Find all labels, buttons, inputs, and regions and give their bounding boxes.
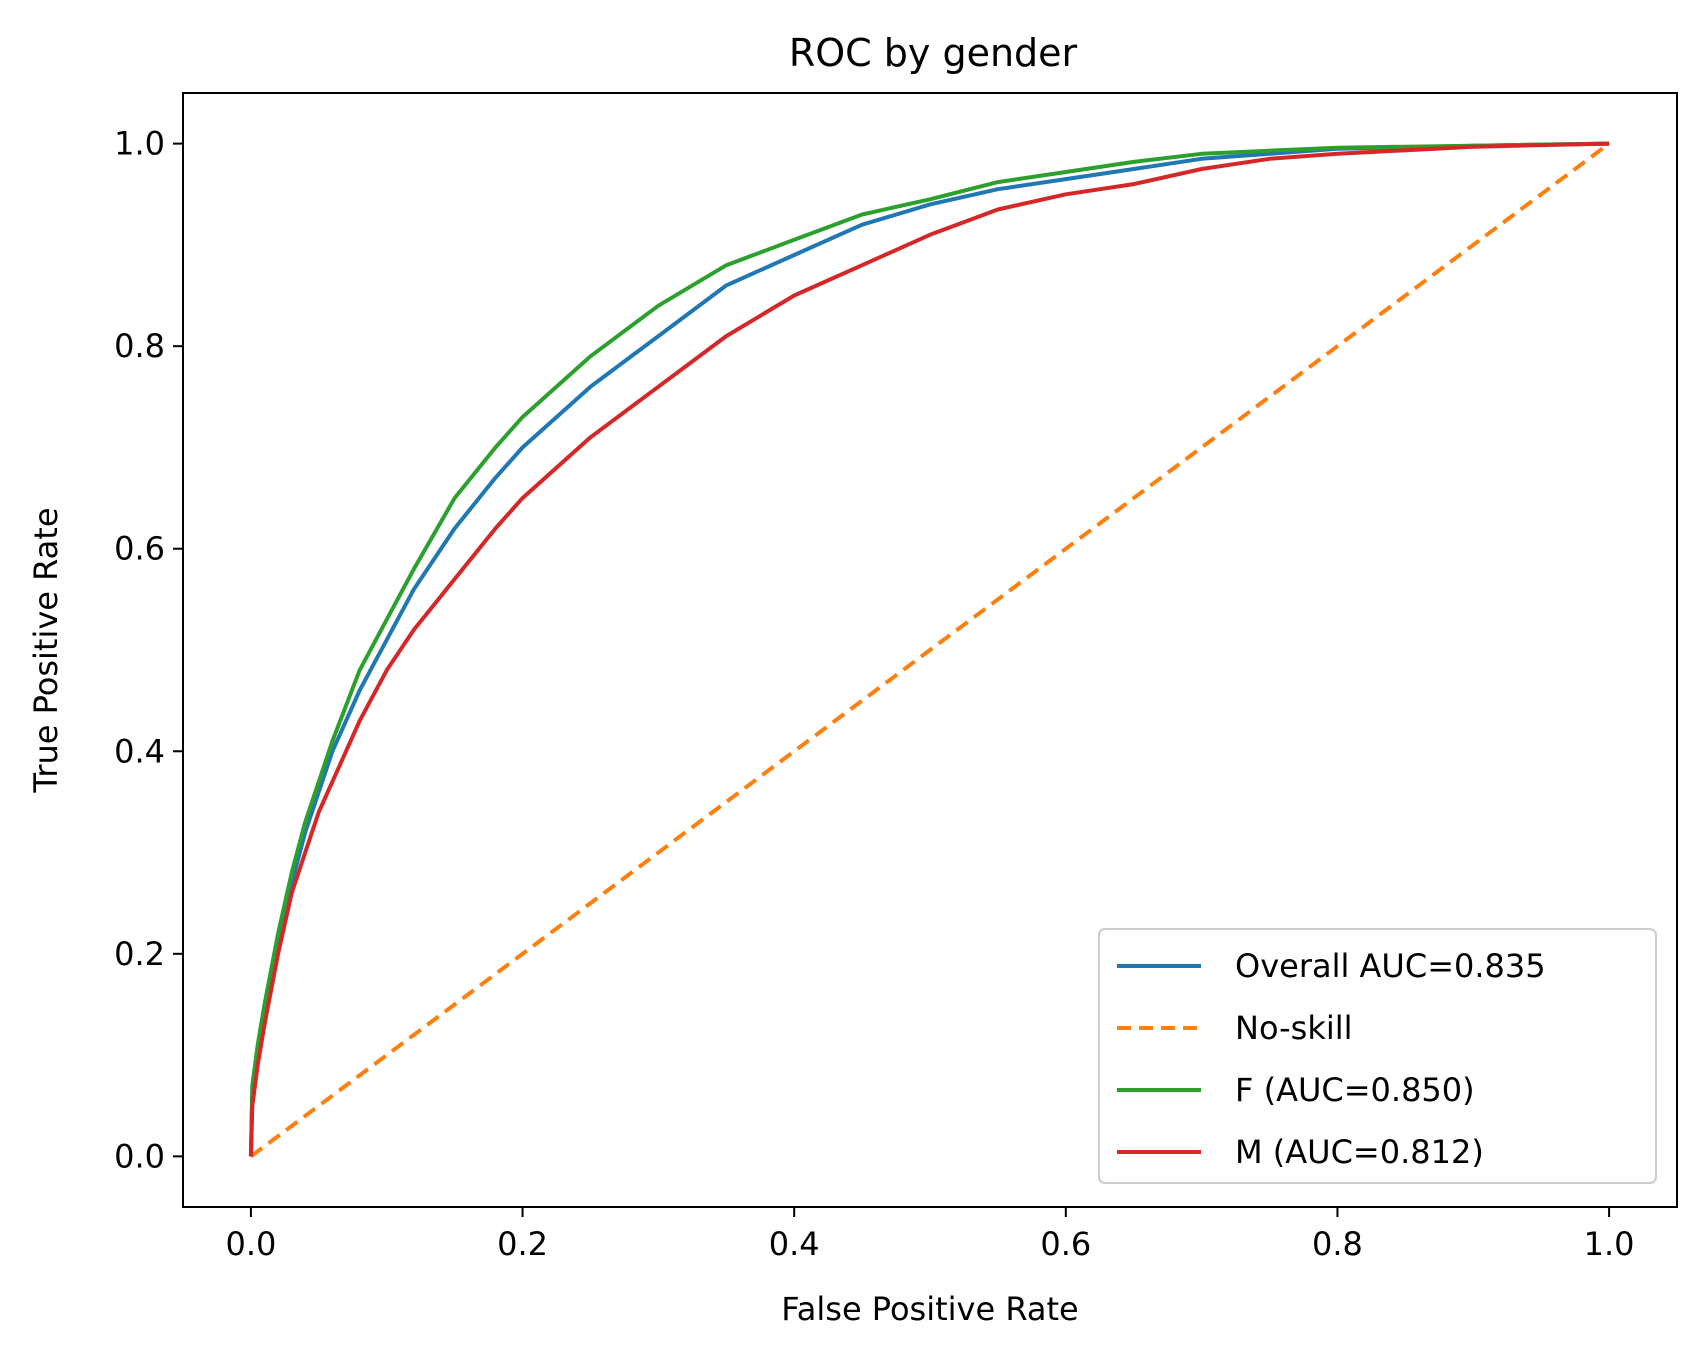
- legend-label: F (AUC=0.850): [1235, 1071, 1475, 1109]
- y-tick-label: 0.2: [114, 935, 165, 973]
- series-line-2: [248, 141, 1610, 1157]
- legend: Overall AUC=0.835 No-skill F (AUC=0.850) M …: [1098, 928, 1657, 1184]
- y-tick-label: 0.6: [114, 530, 165, 568]
- x-tick-label: 1.0: [1584, 1225, 1635, 1263]
- y-tick-label: 0.0: [114, 1137, 165, 1175]
- y-tick-label: 0.8: [114, 327, 165, 365]
- legend-label: No-skill: [1235, 1009, 1353, 1047]
- y-tick-label: 1.0: [114, 125, 165, 163]
- series-layer: [248, 141, 1611, 1159]
- x-tick-label: 0.8: [1312, 1225, 1363, 1263]
- x-tick-label: 0.6: [1040, 1225, 1091, 1263]
- series-line-0: [248, 141, 1610, 1157]
- series-line-1: [249, 141, 1611, 1159]
- chart-title: ROC by gender: [789, 31, 1078, 75]
- y-axis-label: True Positive Rate: [27, 507, 65, 793]
- legend-label: Overall AUC=0.835: [1235, 947, 1546, 985]
- x-tick-label: 0.0: [225, 1225, 276, 1263]
- y-axis-ticks: 0.0 0.2 0.4 0.6 0.8 1.0: [114, 125, 183, 1175]
- x-tick-label: 0.4: [769, 1225, 820, 1263]
- x-axis-ticks: 0.0 0.2 0.4 0.6 0.8 1.0: [225, 1207, 1635, 1263]
- legend-label: M (AUC=0.812): [1235, 1133, 1484, 1171]
- x-tick-label: 0.2: [497, 1225, 548, 1263]
- x-axis-label: False Positive Rate: [781, 1290, 1078, 1328]
- legend-box: [1098, 928, 1657, 1184]
- legend-entries: Overall AUC=0.835 No-skill F (AUC=0.850) M …: [1117, 947, 1546, 1171]
- y-tick-label: 0.4: [114, 732, 165, 770]
- series-line-3: [248, 141, 1610, 1157]
